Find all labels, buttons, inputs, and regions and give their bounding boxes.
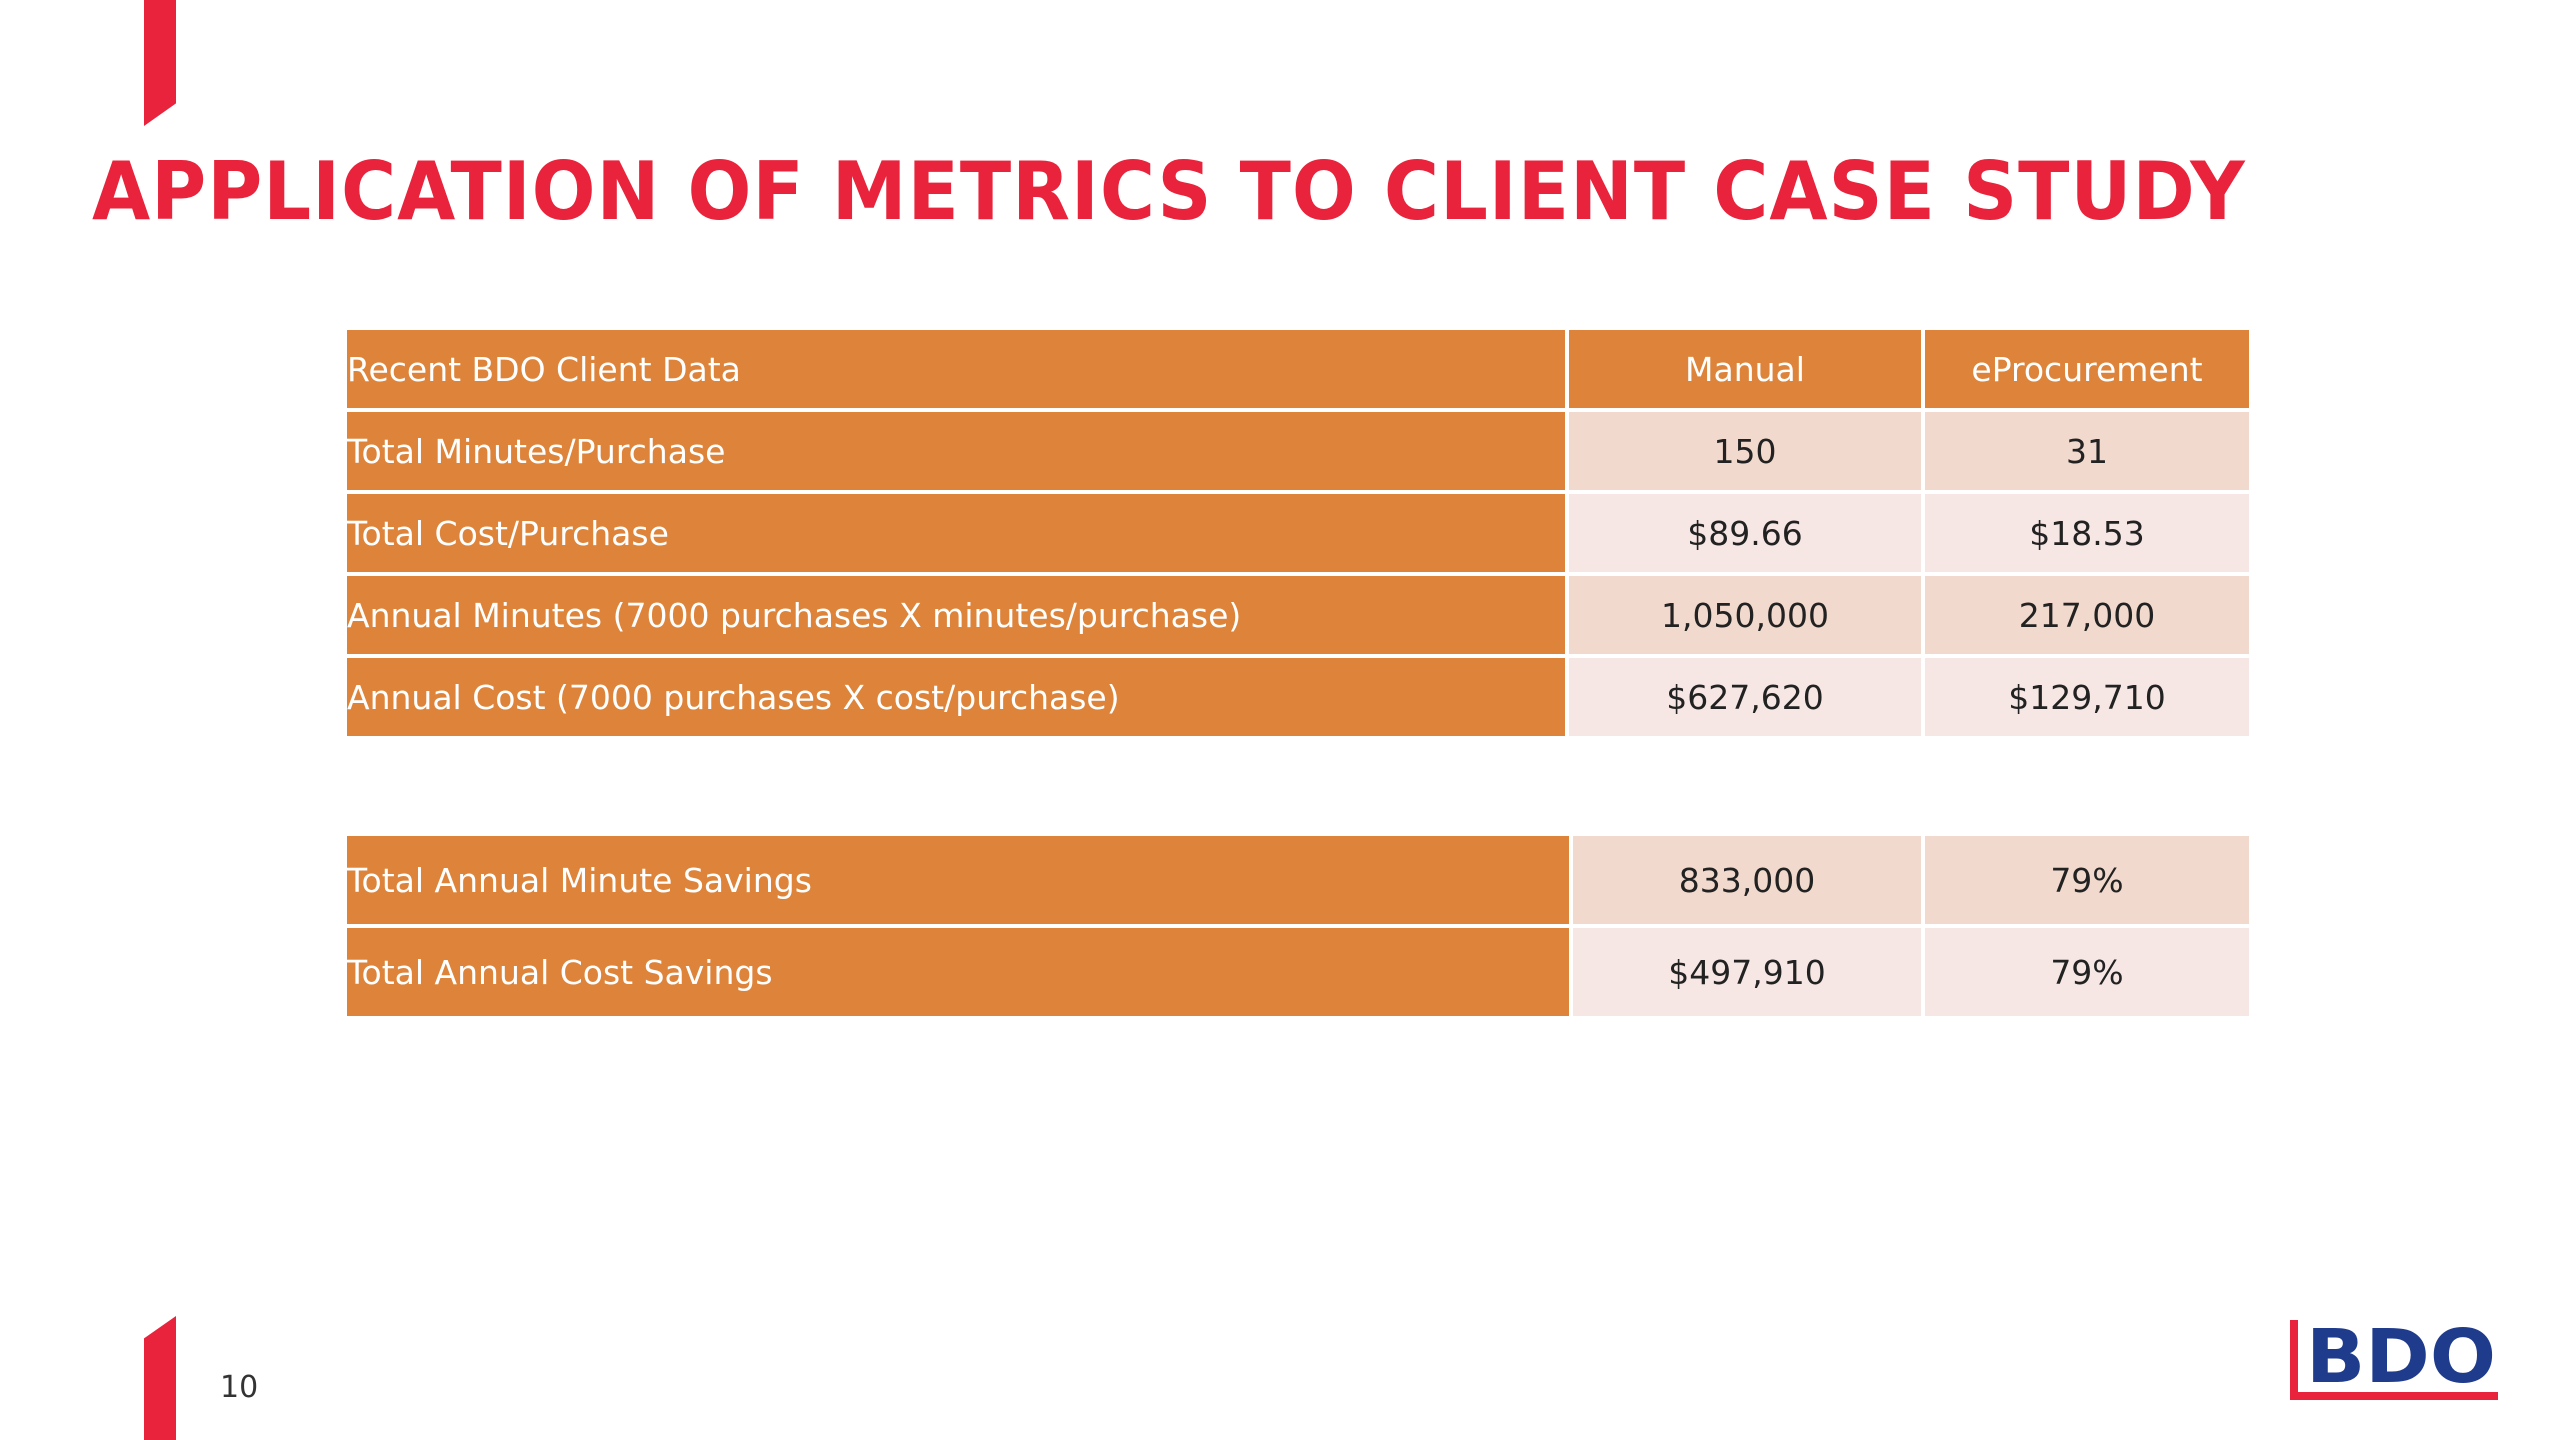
table-header-row: Recent BDO Client Data Manual eProcureme… (347, 330, 2249, 408)
eprocurement-value: 31 (1925, 412, 2249, 490)
table-row: Annual Minutes (7000 purchases X minutes… (347, 576, 2249, 654)
table-row: Total Minutes/Purchase 150 31 (347, 412, 2249, 490)
manual-value: 1,050,000 (1569, 576, 1921, 654)
row-label: Annual Cost (7000 purchases X cost/purch… (347, 658, 1565, 736)
row-label: Total Cost/Purchase (347, 494, 1565, 572)
savings-label: Total Annual Cost Savings (347, 928, 1569, 1016)
logo-text: BDO (2306, 1316, 2496, 1400)
accent-bar-top (144, 0, 176, 126)
accent-bar-bottom (144, 1316, 176, 1440)
savings-amount: $497,910 (1573, 928, 1921, 1016)
table-row: Total Cost/Purchase $89.66 $18.53 (347, 494, 2249, 572)
savings-label: Total Annual Minute Savings (347, 836, 1569, 924)
eprocurement-value: $18.53 (1925, 494, 2249, 572)
eprocurement-value: 217,000 (1925, 576, 2249, 654)
column-header-client-data: Recent BDO Client Data (347, 330, 1565, 408)
metrics-table: Recent BDO Client Data Manual eProcureme… (343, 326, 2253, 740)
savings-table: Total Annual Minute Savings 833,000 79% … (343, 832, 2253, 1020)
manual-value: 150 (1569, 412, 1921, 490)
table-row: Annual Cost (7000 purchases X cost/purch… (347, 658, 2249, 736)
column-header-eprocurement: eProcurement (1925, 330, 2249, 408)
bdo-logo-icon: BDO (2290, 1316, 2498, 1400)
manual-value: $627,620 (1569, 658, 1921, 736)
page-number: 10 (220, 1370, 259, 1405)
table-row: Total Annual Cost Savings $497,910 79% (347, 928, 2249, 1016)
savings-percent: 79% (1925, 836, 2249, 924)
manual-value: $89.66 (1569, 494, 1921, 572)
row-label: Total Minutes/Purchase (347, 412, 1565, 490)
savings-percent: 79% (1925, 928, 2249, 1016)
eprocurement-value: $129,710 (1925, 658, 2249, 736)
slide-title: APPLICATION OF METRICS TO CLIENT CASE ST… (92, 145, 2246, 238)
column-header-manual: Manual (1569, 330, 1921, 408)
savings-amount: 833,000 (1573, 836, 1921, 924)
table-row: Total Annual Minute Savings 833,000 79% (347, 836, 2249, 924)
row-label: Annual Minutes (7000 purchases X minutes… (347, 576, 1565, 654)
